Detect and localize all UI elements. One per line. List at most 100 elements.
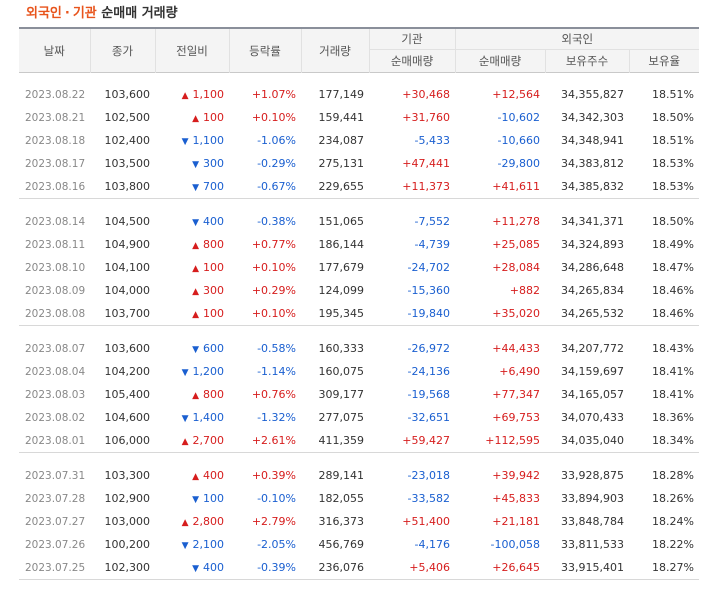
institution-net-cell: -19,840 xyxy=(407,307,450,320)
foreign-net-cell: +25,085 xyxy=(492,238,540,251)
date-cell: 2023.08.04 xyxy=(25,365,86,378)
foreign-net-cell: +44,433 xyxy=(492,342,540,355)
triangle-down-icon: ▼ xyxy=(192,218,199,228)
ratio-cell: 18.43% xyxy=(652,342,694,355)
close-cell: 103,500 xyxy=(104,157,151,170)
institution-net-cell: -33,582 xyxy=(407,492,450,505)
change-value: 1,200 xyxy=(192,365,225,378)
foreign-net-cell: -100,058 xyxy=(490,538,540,551)
close-cell: 104,000 xyxy=(104,284,151,297)
change-cell: ▲ 400 xyxy=(155,464,229,487)
foreign-net-cell: +26,645 xyxy=(492,561,540,574)
change-cell: ▼ 1,400 xyxy=(155,406,229,429)
holdings-cell: 34,165,057 xyxy=(561,388,624,401)
volume-cell: 229,655 xyxy=(318,180,365,193)
rate-cell: +0.10% xyxy=(251,261,296,274)
table-row: 2023.08.04 104,200 ▼ 1,200 -1.14% 160,075 -24,… xyxy=(19,360,699,383)
change-cell: ▼ 1,200 xyxy=(155,360,229,383)
table-bottom-line xyxy=(19,579,699,591)
header-volume: 거래량 xyxy=(301,28,370,73)
holdings-cell: 34,348,941 xyxy=(561,134,624,147)
date-cell: 2023.08.03 xyxy=(25,388,86,401)
triangle-down-icon: ▼ xyxy=(181,137,189,147)
table-row: 2023.08.14 104,500 ▼ 400 -0.38% 151,065 -7,552… xyxy=(19,210,699,233)
holdings-cell: 33,894,903 xyxy=(561,492,624,505)
change-cell: ▼ 100 xyxy=(155,487,229,510)
rate-cell: +0.39% xyxy=(251,469,296,482)
volume-cell: 236,076 xyxy=(318,561,365,574)
holdings-cell: 33,915,401 xyxy=(561,561,624,574)
close-cell: 102,400 xyxy=(104,134,151,147)
volume-cell: 316,373 xyxy=(318,515,365,528)
change-cell: ▲ 100 xyxy=(155,256,229,279)
table-row: 2023.07.31 103,300 ▲ 400 +0.39% 289,141 -23,01… xyxy=(19,464,699,487)
triangle-down-icon: ▼ xyxy=(192,183,199,193)
ratio-cell: 18.51% xyxy=(652,134,694,147)
change-cell: ▼ 1,100 xyxy=(155,129,229,152)
close-cell: 104,100 xyxy=(104,261,151,274)
change-cell: ▼ 700 xyxy=(155,175,229,199)
date-cell: 2023.08.07 xyxy=(25,342,86,355)
ratio-cell: 18.46% xyxy=(652,284,694,297)
change-value: 1,100 xyxy=(192,88,225,101)
separator-cell xyxy=(19,452,699,464)
ratio-cell: 18.26% xyxy=(652,492,694,505)
separator-cell xyxy=(19,579,699,591)
institution-net-cell: +5,406 xyxy=(409,561,450,574)
rate-cell: -1.06% xyxy=(257,134,296,147)
institution-net-cell: -24,136 xyxy=(407,365,450,378)
date-cell: 2023.08.14 xyxy=(25,215,86,228)
triangle-up-icon: ▲ xyxy=(192,391,199,401)
header-holdings: 보유주수 xyxy=(545,49,630,73)
change-value: 1,400 xyxy=(192,411,225,424)
ratio-cell: 18.24% xyxy=(652,515,694,528)
volume-cell: 411,359 xyxy=(318,434,365,447)
volume-cell: 177,679 xyxy=(318,261,365,274)
institution-net-cell: +30,468 xyxy=(402,88,450,101)
institution-net-cell: -23,018 xyxy=(407,469,450,482)
change-cell: ▼ 400 xyxy=(155,210,229,233)
rate-cell: +0.10% xyxy=(251,307,296,320)
table-body: 2023.08.22 103,600 ▲ 1,100 +1.07% 177,149 +30,… xyxy=(19,73,699,591)
ratio-cell: 18.53% xyxy=(652,157,694,170)
ratio-cell: 18.22% xyxy=(652,538,694,551)
holdings-cell: 34,286,648 xyxy=(561,261,624,274)
holdings-cell: 34,070,433 xyxy=(561,411,624,424)
foreign-net-cell: +69,753 xyxy=(492,411,540,424)
triangle-up-icon: ▲ xyxy=(192,310,199,320)
institution-net-cell: -19,568 xyxy=(407,388,450,401)
close-cell: 104,600 xyxy=(104,411,151,424)
rate-cell: -0.10% xyxy=(257,492,296,505)
ratio-cell: 18.41% xyxy=(652,388,694,401)
date-cell: 2023.08.01 xyxy=(25,434,86,447)
change-value: 800 xyxy=(203,238,224,251)
foreign-net-cell: +77,347 xyxy=(492,388,540,401)
triangle-down-icon: ▼ xyxy=(192,345,199,355)
date-cell: 2023.08.22 xyxy=(25,88,86,101)
ratio-cell: 18.50% xyxy=(652,111,694,124)
header-date: 날짜 xyxy=(19,28,91,73)
close-cell: 104,200 xyxy=(104,365,151,378)
institution-net-cell: +11,373 xyxy=(402,180,450,193)
date-cell: 2023.08.10 xyxy=(25,261,86,274)
volume-cell: 275,131 xyxy=(318,157,365,170)
separator-cell xyxy=(19,325,699,337)
foreign-net-cell: +39,942 xyxy=(492,469,540,482)
foreign-net-cell: +41,611 xyxy=(492,180,540,193)
institution-net-cell: -15,360 xyxy=(407,284,450,297)
date-cell: 2023.07.28 xyxy=(25,492,86,505)
date-cell: 2023.07.31 xyxy=(25,469,86,482)
table-row: 2023.08.01 106,000 ▲ 2,700 +2.61% 411,359 +59,… xyxy=(19,429,699,453)
table-row: 2023.08.03 105,400 ▲ 800 +0.76% 309,177 -19,56… xyxy=(19,383,699,406)
foreign-net-cell: +45,833 xyxy=(492,492,540,505)
change-cell: ▲ 300 xyxy=(155,279,229,302)
foreign-net-cell: +11,278 xyxy=(492,215,540,228)
change-value: 700 xyxy=(203,180,224,193)
institution-net-cell: -26,972 xyxy=(407,342,450,355)
table-header: 날짜 종가 전일비 등락률 거래량 기관 외국인 순매매량 순매매량 보유주수 … xyxy=(19,28,699,73)
holdings-cell: 33,928,875 xyxy=(561,469,624,482)
triangle-down-icon: ▼ xyxy=(192,564,199,574)
date-cell: 2023.07.26 xyxy=(25,538,86,551)
institution-net-cell: -4,176 xyxy=(414,538,450,551)
table-row: 2023.08.08 103,700 ▲ 100 +0.10% 195,345 -19,84… xyxy=(19,302,699,326)
